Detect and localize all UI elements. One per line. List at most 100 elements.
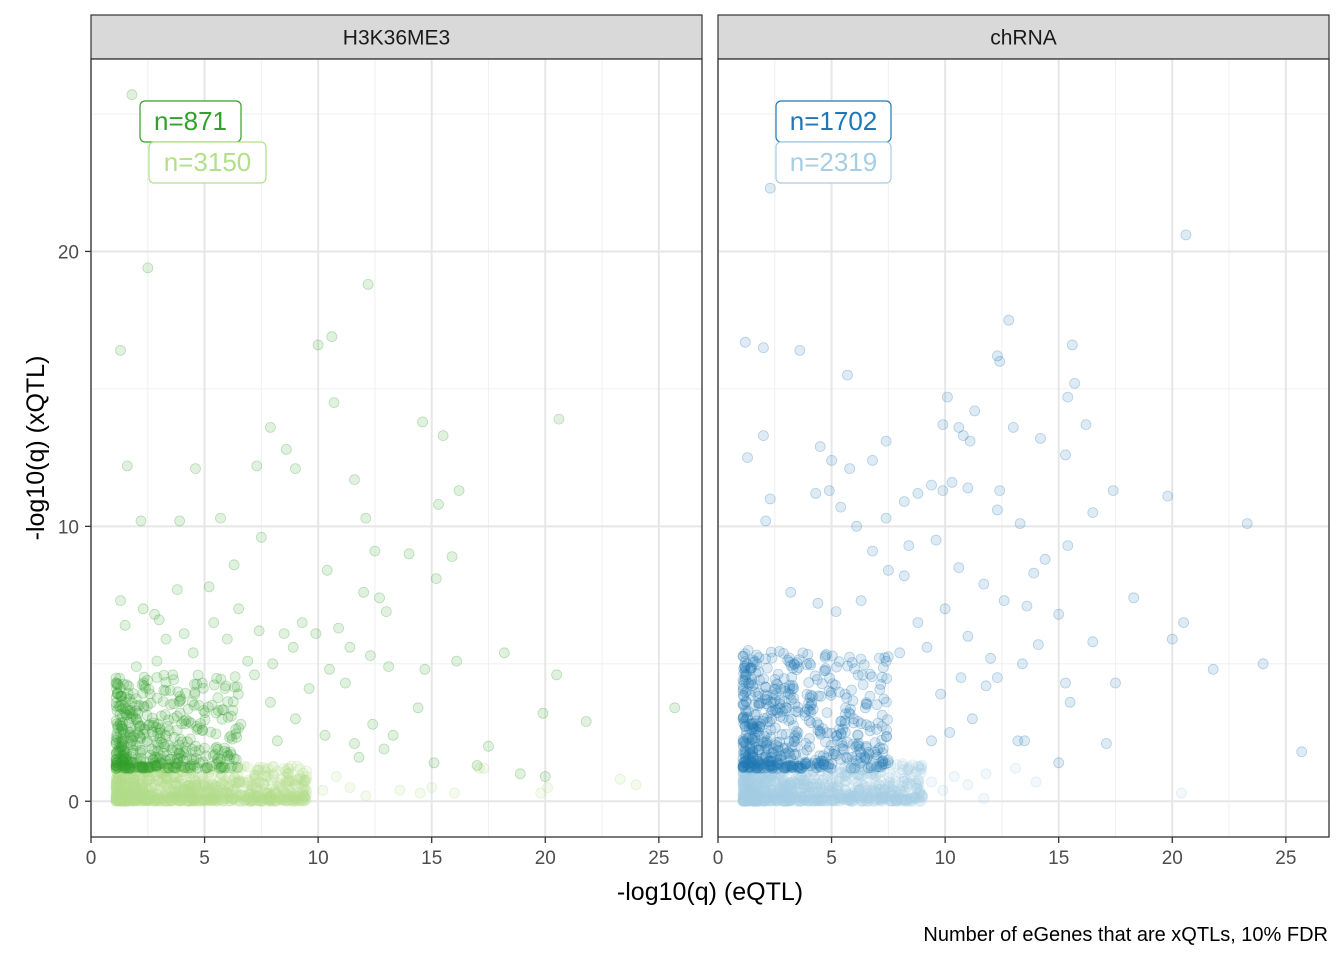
scatter-point [805,717,817,729]
scatter-point [155,792,167,803]
scatter-point [219,793,230,805]
scatter-point [830,606,842,617]
scatter-point [162,762,174,774]
scatter-point [191,724,203,735]
scatter-point [1110,677,1121,689]
scatter-point [992,504,1003,516]
scatter-point [162,774,174,786]
scatter-point [207,750,219,761]
scatter-point [264,421,276,433]
scatter-point [760,515,772,527]
scatter-point [255,531,267,543]
scatter-point [260,783,272,795]
scatter-point [261,787,273,799]
scatter-point [283,794,295,806]
scatter-point [268,771,280,782]
scatter-point [160,779,172,791]
scatter-point [278,792,290,804]
scatter-point [115,699,127,711]
scatter-point [213,790,225,802]
scatter-point [292,774,304,786]
scatter-point [281,788,293,800]
scatter-point [369,545,381,557]
scatter-point [207,793,219,805]
scatter-point [1107,485,1119,497]
scatter-point [880,512,892,524]
scatter-point [948,771,960,782]
scatter-point [242,774,254,786]
scatter-point [171,790,182,802]
scatter-point [812,597,824,609]
scatter-point [245,794,257,806]
scatter-point [820,759,832,771]
scatter-point [124,777,135,789]
scatter-point [135,767,147,779]
scatter-point [192,792,204,803]
scatter-point [360,790,372,802]
scatter-point [358,586,370,598]
scatter-point [140,761,152,773]
scatter-point [209,792,221,804]
scatter-point [130,661,142,672]
scatter-point [144,773,156,785]
scatter-point [137,774,149,785]
scatter-point [858,659,870,671]
scatter-point [186,791,198,802]
scatter-point [225,795,237,806]
scatter-point [835,501,847,513]
scatter-point [300,789,312,801]
scatter-point [864,668,876,680]
scatter-point [289,793,301,804]
scatter-point [215,762,227,774]
scatter-point [171,584,183,595]
scatter-point [250,783,262,795]
scatter-point [128,775,140,786]
scatter-point [127,783,139,795]
scatter-point [1166,633,1178,645]
scatter-point [803,781,815,793]
scatter-point [113,774,125,786]
scatter-point [129,781,141,792]
scatter-point [209,781,221,793]
scatter-point [131,788,143,800]
scatter-point [227,696,239,708]
facet-strip-h3k36me3 [90,14,703,60]
scatter-point [780,728,792,740]
scatter-point [992,672,1003,683]
scatter-point [844,792,856,803]
scatter-point [278,628,290,639]
scatter-point [189,793,201,805]
scatter-point [967,713,978,725]
scatter-point [298,795,310,807]
scatter-point [912,617,924,628]
scatter-point [774,646,785,657]
x-tick-label: 20 [535,848,556,869]
scatter-point [827,781,839,793]
scatter-point [326,331,338,343]
panel-chrna: chRNA 0 5 10 15 20 25 n=1702 n=2319 [713,14,1330,869]
scatter-point [246,783,258,795]
scatter-point [170,772,181,783]
scatter-point [962,779,974,791]
scatter-point [1207,663,1219,675]
scatter-point [272,765,284,777]
scatter-point [985,652,996,664]
scatter-point [146,782,158,794]
scatter-point [259,764,270,776]
x-tick-label: 0 [713,848,724,869]
scatter-point [134,795,145,806]
scatter-point [242,780,254,792]
facet-label-chrna: chRNA [990,27,1057,50]
scatter-point [1162,490,1174,502]
scatter-point [111,794,123,806]
scatter-point [1017,658,1028,670]
scatter-point [142,795,154,807]
scatter-point [846,657,858,668]
scatter-point [844,463,856,475]
scatter-point [230,786,242,798]
scatter-point [160,785,172,796]
scatter-point [236,789,248,801]
scatter-point [831,661,842,673]
scatter-point [912,487,924,499]
scatter-point [926,479,937,491]
